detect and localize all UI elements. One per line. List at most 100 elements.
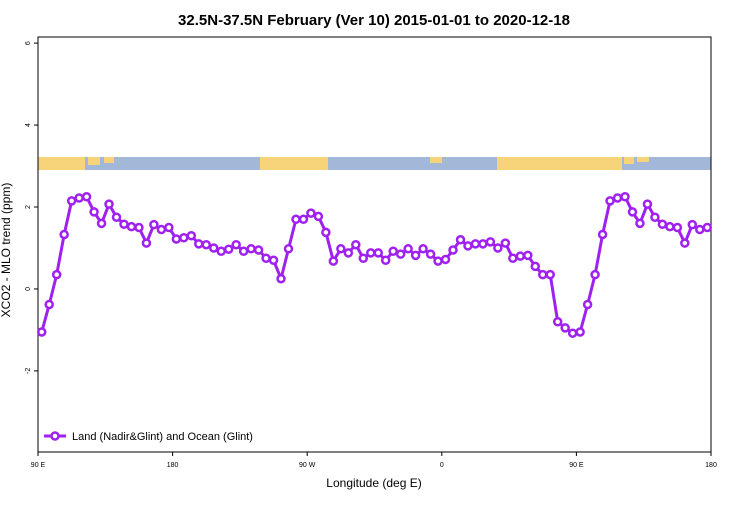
data-point [59,229,69,240]
data-point [89,207,99,217]
data-point [66,196,77,206]
data-point [156,224,167,235]
data-point [552,316,563,327]
data-point [702,222,713,233]
chart-title: 32.5N-37.5N February (Ver 10) 2015-01-01… [178,12,570,29]
x-tick-label: 90 E [569,462,584,469]
data-point [523,250,533,261]
data-point [36,327,47,337]
data-point [485,237,496,247]
data-point [51,269,62,280]
data-point [216,246,226,257]
data-point [276,273,286,284]
land-segment [38,157,85,170]
data-point [81,192,92,202]
data-point [597,229,608,240]
y-tick-label: 4 [25,123,32,127]
data-point [194,239,204,249]
y-axis-label: XCO2 - MLO trend (ppm) [0,183,13,318]
data-point [246,244,256,254]
data-point [223,244,234,254]
data-point [104,199,114,209]
data-point [74,193,84,203]
data-point [134,222,144,233]
data-point [605,196,615,206]
data-point [448,245,458,255]
data-point [493,243,503,253]
data-point [403,244,413,254]
data-point [455,235,466,245]
land-segment [497,157,622,170]
data-point [306,208,316,218]
data-point [395,249,406,259]
data-point [687,219,698,230]
x-tick-label: 90 E [31,462,46,469]
data-point [642,199,653,209]
data-point [620,192,630,202]
land-ocean-strip [38,157,711,170]
data-point [388,246,398,257]
data-point [635,218,645,229]
data-point [373,248,383,258]
data-point [410,250,421,261]
data-point [478,239,488,249]
data-point [680,238,690,248]
data-point [313,211,324,222]
land-segment [104,157,114,163]
data-point [440,254,451,265]
data-point [283,244,294,254]
legend-label: Land (Nadir&Glint) and Ocean (Glint) [72,431,253,443]
data-point [268,255,279,266]
data-point [515,251,526,261]
data-point [186,230,197,241]
x-axis-label: Longitude (deg E) [326,476,421,490]
y-tick-label: 2 [25,205,32,209]
data-point [328,256,339,266]
data-point [575,327,585,337]
data-point [351,239,361,250]
land-segment [624,157,634,164]
land-segment [260,157,328,170]
x-tick-label: 180 [167,462,179,469]
data-point [261,253,271,263]
land-segment [88,157,100,165]
data-point [231,239,241,250]
data-point [582,299,593,310]
data-point [358,253,369,263]
data-point [657,219,668,229]
data-point [590,269,600,280]
land-segment [637,157,649,162]
data-point [627,207,638,217]
data-point [343,248,354,258]
data-point [291,214,301,225]
data-point [119,219,129,229]
data-point [567,328,578,338]
data-point [463,241,473,251]
x-tick-label: 0 [440,462,444,469]
data-point [418,244,428,254]
data-point [44,299,54,310]
land-segment [430,157,442,163]
data-point [336,244,346,254]
data-point [141,238,152,248]
data-point [650,212,660,223]
data-point [470,239,481,249]
x-tick-label: 180 [705,462,717,469]
plot-frame [37,36,712,453]
data-point [164,222,174,233]
data-point [179,232,189,243]
data-point [500,238,511,248]
data-point [171,234,182,244]
data-point [126,221,137,232]
data-point [366,248,376,258]
data-point [560,323,570,333]
data-point [380,255,391,266]
data-point [253,245,264,255]
data-point [695,224,705,235]
data-point [425,249,436,259]
data-point [111,212,122,223]
data-point [298,214,309,225]
data-point [672,222,683,233]
data-point [612,193,623,203]
data-point [508,253,518,263]
